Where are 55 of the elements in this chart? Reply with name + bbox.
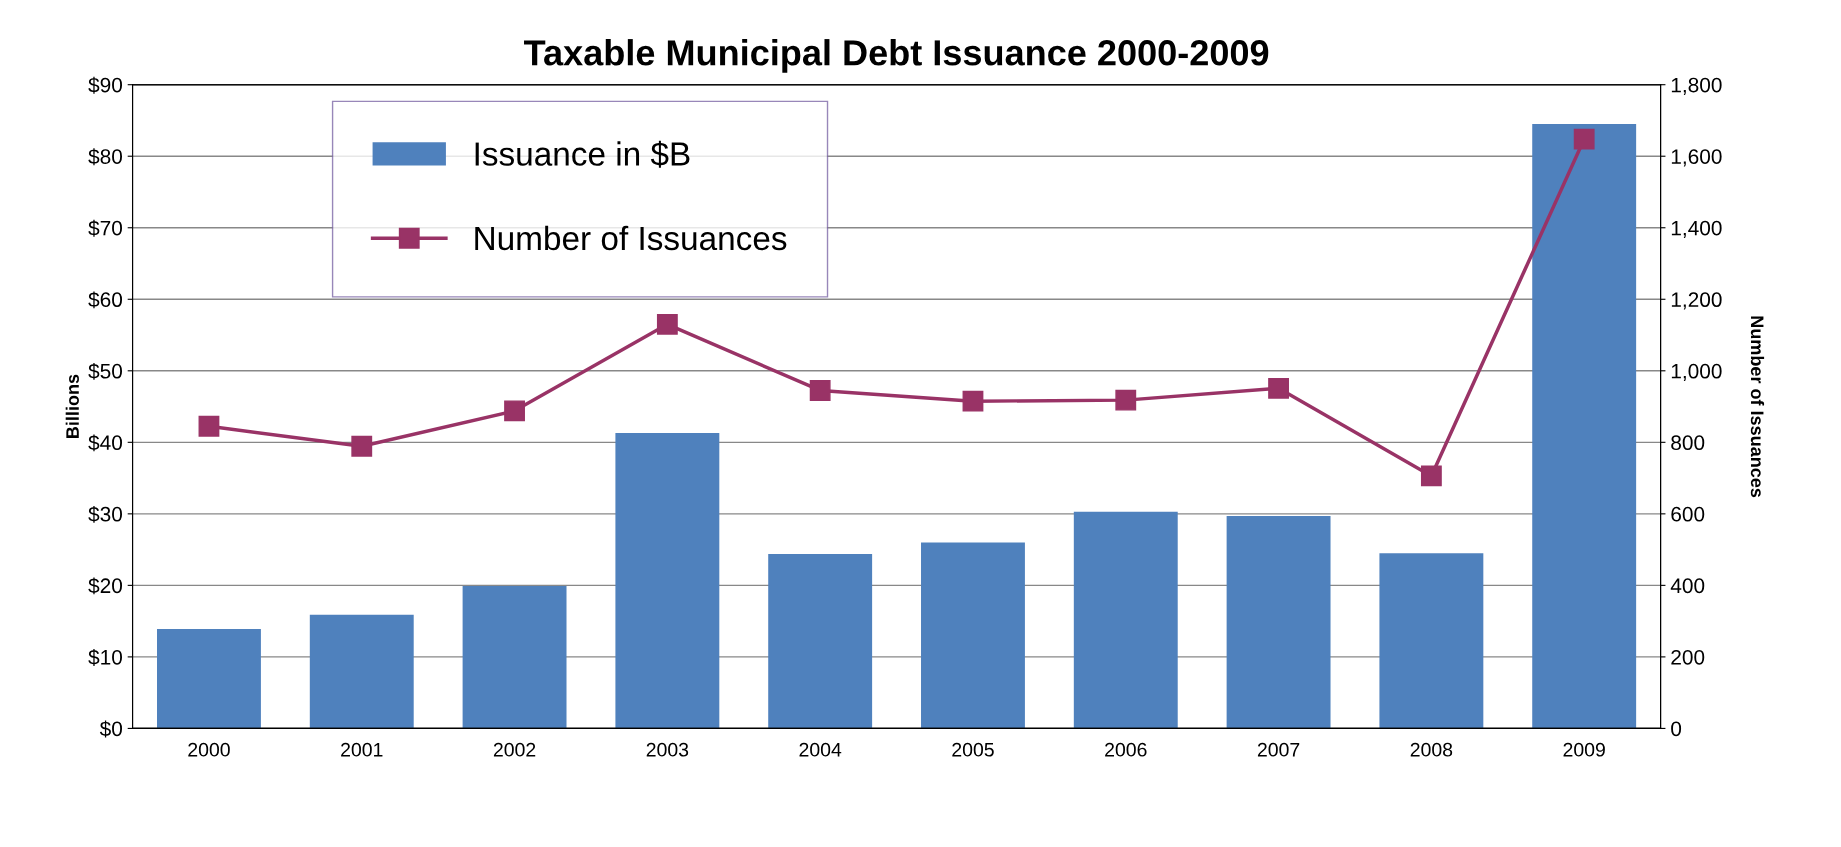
bar [1532, 124, 1637, 729]
chart-title: Taxable Municipal Debt Issuance 2000-2009 [524, 39, 1269, 73]
y2-axis-title: Number of Issuances [1750, 316, 1765, 498]
y2-tick-label: 1,400 [1671, 220, 1722, 238]
x-tick-label: 2007 [1257, 742, 1300, 757]
y-tick-label: $0 [99, 720, 123, 738]
x-tick-label: 2006 [1105, 742, 1147, 757]
y2-tick-label: 0 [1671, 721, 1682, 737]
point [656, 313, 678, 335]
y-tick-label: $90 [88, 76, 123, 94]
point [198, 415, 220, 437]
bar [768, 553, 873, 729]
x-tick-label: 2004 [799, 742, 842, 757]
point [1268, 377, 1289, 399]
legend-label: Number of Issuances [475, 225, 787, 251]
legend-label: Issuance in $B [475, 140, 690, 168]
point [962, 390, 984, 412]
bar [1073, 511, 1178, 729]
bar [1379, 553, 1484, 729]
y2-tick-label: 800 [1671, 435, 1705, 451]
y-tick-label: $20 [88, 577, 123, 595]
x-tick-label: 2001 [341, 742, 383, 757]
x-tick-label: 2005 [952, 742, 994, 757]
point [351, 435, 373, 457]
bar [157, 629, 261, 729]
y2-tick-label: 1,200 [1671, 292, 1722, 310]
point [1573, 128, 1595, 150]
bar [462, 586, 567, 729]
bar [921, 542, 1025, 729]
y-tick-label: $70 [88, 219, 123, 237]
y-axis-title: Billions [65, 374, 79, 438]
y2-tick-label: 400 [1670, 578, 1705, 594]
bar [615, 433, 720, 729]
y-tick-label: $40 [88, 434, 123, 452]
x-tick-label: 2008 [1410, 742, 1453, 757]
x-tick-label: 2002 [493, 742, 536, 757]
bar [309, 614, 414, 729]
y2-tick-label: 600 [1671, 506, 1705, 522]
y2-tick-label: 1,800 [1671, 77, 1722, 95]
y-tick-label: $50 [88, 362, 123, 380]
point [809, 380, 831, 401]
y-tick-label: $10 [88, 649, 123, 666]
x-tick-label: 2009 [1563, 742, 1605, 757]
y2-tick-label: 1,600 [1671, 149, 1722, 167]
y2-tick-label: 1,000 [1671, 363, 1722, 382]
bar [1226, 515, 1331, 729]
x-tick-label: 2000 [188, 742, 230, 757]
point [1420, 465, 1442, 487]
y-tick-label: $80 [88, 148, 123, 166]
y-tick-label: $30 [88, 505, 123, 523]
point [504, 400, 525, 422]
y-tick-label: $60 [88, 291, 123, 309]
x-tick-label: 2003 [646, 742, 689, 757]
y2-tick-label: 200 [1671, 649, 1705, 665]
point [1115, 389, 1137, 411]
